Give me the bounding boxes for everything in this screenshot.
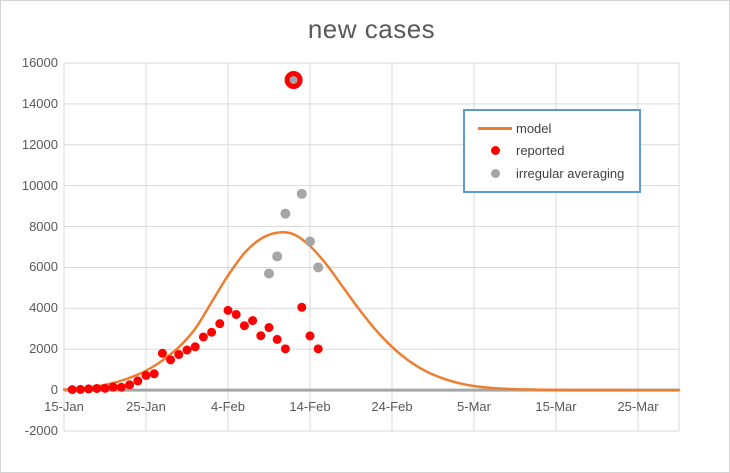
x-axis-tick-label: 5-Mar	[457, 399, 491, 415]
reported-point	[166, 355, 176, 365]
reported-point	[272, 334, 282, 344]
y-axis-tick-label: 12000	[21, 136, 58, 152]
legend-item-model: model	[478, 117, 635, 139]
reported-point	[125, 380, 135, 390]
averaged-point	[313, 262, 324, 273]
reported-point	[198, 332, 208, 342]
reported-point	[231, 309, 241, 319]
reported-point	[174, 350, 184, 360]
averaged-point	[280, 208, 291, 219]
y-axis-tick-label: 16000	[21, 55, 58, 70]
reported-dot-swatch-dot	[490, 146, 500, 156]
reported-point	[280, 344, 290, 354]
reported-point	[116, 382, 126, 392]
y-axis-tick-label: 10000	[21, 177, 58, 193]
reported-point	[215, 319, 225, 329]
reported-point	[67, 385, 77, 395]
reported-point	[92, 383, 102, 393]
reported-point	[133, 376, 143, 386]
reported-point	[100, 383, 110, 393]
reported-point	[75, 384, 85, 394]
model-line-swatch	[478, 126, 512, 130]
x-axis-tick-label: 25-Mar	[617, 399, 659, 415]
y-axis-tick-label: 4000	[29, 300, 58, 316]
legend: model reported irregular averaging	[463, 109, 641, 193]
x-axis-tick-label: 4-Feb	[211, 399, 245, 415]
reported-point	[223, 305, 233, 315]
reported-point	[84, 384, 94, 394]
x-axis-tick-label: 24-Feb	[371, 399, 413, 415]
y-axis-tick-label: 2000	[29, 341, 58, 357]
legend-label-model: model	[516, 120, 552, 136]
averaged-point	[296, 188, 307, 199]
reported-point	[256, 331, 266, 341]
outlier-point	[284, 70, 303, 89]
legend-label-irregular-averaging: irregular averaging	[516, 166, 625, 182]
chart-title: new cases	[307, 14, 436, 44]
x-axis-tick-label: 15-Mar	[535, 399, 577, 415]
reported-point	[313, 344, 323, 354]
irregular-averaging-series	[264, 188, 324, 279]
irregular-averaging-dot-swatch	[478, 169, 512, 179]
reported-point	[207, 327, 217, 337]
y-axis-tick-label: 6000	[29, 259, 58, 275]
y-axis-tick-label: 0	[50, 382, 58, 398]
irregular-averaging-dot-swatch-dot	[490, 169, 500, 179]
reported-point	[239, 321, 249, 331]
y-axis-tick-label: 14000	[21, 95, 58, 111]
averaged-point	[272, 251, 283, 262]
reported-dot-swatch	[478, 146, 512, 156]
reported-point	[108, 382, 118, 392]
x-axis-tick-label: 25-Jan	[126, 399, 166, 415]
reported-point	[297, 302, 307, 312]
y-axis-tick-label: 8000	[29, 218, 58, 234]
legend-item-reported: reported	[478, 140, 635, 162]
model-curve	[62, 231, 681, 392]
x-axis-tick-label: 14-Feb	[289, 399, 331, 415]
legend-label-reported: reported	[516, 143, 565, 159]
averaged-point	[305, 236, 315, 247]
reported-point	[141, 370, 151, 380]
x-axis-tick-label: 15-Jan	[44, 399, 84, 415]
averaged-point	[264, 268, 274, 279]
y-gridlines	[64, 62, 679, 432]
y-axis-tick-label: -2000	[24, 423, 58, 438]
reported-point	[305, 331, 315, 341]
legend-item-irregular-averaging: irregular averaging	[478, 163, 635, 185]
reported-point	[149, 369, 159, 379]
reported-point	[248, 316, 258, 326]
reported-point	[157, 348, 167, 358]
reported-point	[182, 345, 192, 355]
reported-point	[264, 323, 274, 333]
reported-series	[67, 302, 323, 395]
reported-point	[190, 342, 200, 352]
model-line-swatch-line	[478, 126, 512, 130]
